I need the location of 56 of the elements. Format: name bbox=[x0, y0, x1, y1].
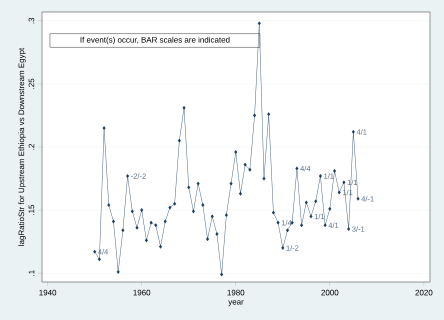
point bbox=[272, 210, 275, 215]
point bbox=[356, 196, 360, 201]
point bbox=[258, 21, 261, 26]
point bbox=[93, 250, 96, 254]
point bbox=[253, 113, 256, 118]
point bbox=[248, 168, 252, 172]
point bbox=[144, 238, 148, 242]
point bbox=[158, 244, 162, 249]
point bbox=[276, 220, 280, 225]
point bbox=[314, 199, 318, 204]
point bbox=[238, 192, 242, 196]
point bbox=[130, 209, 134, 214]
point bbox=[201, 203, 204, 208]
point bbox=[196, 182, 200, 186]
point bbox=[187, 185, 190, 190]
point bbox=[116, 270, 120, 274]
point bbox=[281, 246, 284, 250]
point bbox=[300, 223, 304, 228]
point bbox=[182, 106, 186, 110]
point bbox=[342, 180, 346, 184]
point bbox=[304, 200, 308, 205]
point bbox=[178, 138, 181, 143]
point bbox=[210, 214, 214, 218]
point bbox=[164, 219, 167, 224]
point bbox=[112, 219, 116, 224]
point bbox=[347, 227, 350, 231]
point bbox=[328, 206, 332, 211]
point bbox=[126, 174, 130, 178]
point bbox=[224, 213, 228, 218]
point bbox=[192, 209, 195, 214]
point bbox=[295, 166, 298, 170]
point bbox=[173, 202, 176, 206]
point bbox=[135, 226, 139, 230]
point bbox=[234, 150, 238, 154]
point bbox=[98, 257, 101, 262]
point bbox=[324, 223, 327, 228]
point bbox=[309, 214, 313, 218]
point bbox=[267, 112, 270, 116]
point bbox=[220, 272, 224, 276]
point bbox=[154, 223, 158, 228]
point bbox=[102, 126, 106, 130]
point bbox=[168, 206, 172, 210]
point bbox=[286, 228, 290, 232]
point bbox=[318, 174, 322, 178]
point bbox=[230, 182, 233, 186]
point bbox=[121, 228, 124, 232]
point bbox=[244, 162, 247, 167]
point bbox=[215, 232, 218, 236]
point bbox=[332, 168, 336, 173]
point bbox=[338, 190, 341, 194]
point bbox=[206, 237, 210, 242]
point bbox=[150, 220, 153, 225]
point bbox=[352, 130, 355, 134]
point bbox=[107, 203, 110, 208]
point bbox=[262, 176, 266, 181]
point bbox=[140, 208, 144, 212]
